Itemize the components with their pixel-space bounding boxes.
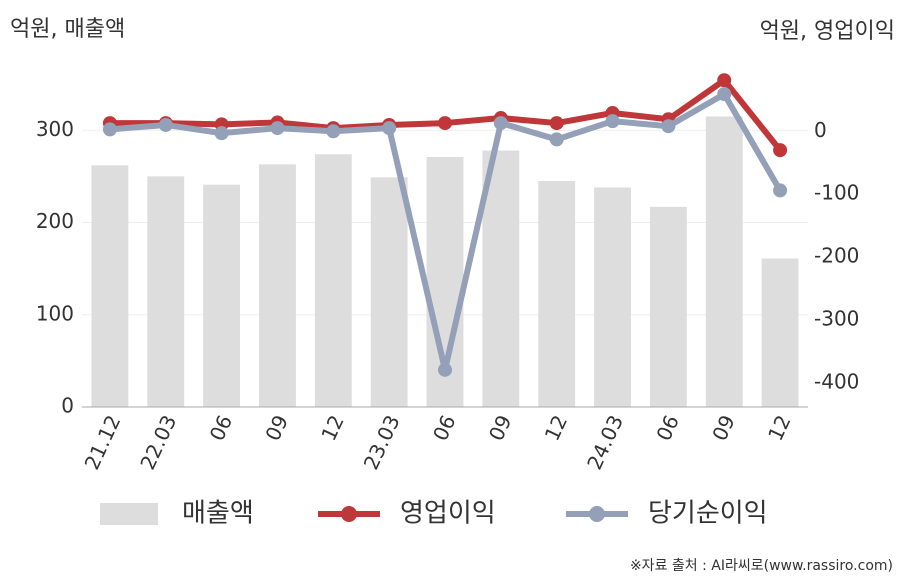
legend-marker: [341, 506, 357, 522]
bar: [482, 150, 520, 407]
y-tick-label: 300: [36, 117, 74, 141]
bar: [538, 180, 576, 407]
point: [438, 116, 452, 131]
point: [773, 143, 788, 158]
y2-axis-label: 억원, 영업이익: [760, 19, 895, 44]
point: [270, 121, 285, 136]
line-series: [109, 77, 783, 153]
y-tick-label: 0: [61, 394, 74, 418]
point: [326, 124, 341, 139]
bar: [649, 206, 687, 407]
bar: [314, 154, 352, 407]
point: [717, 73, 732, 88]
bar: [370, 177, 408, 407]
bar: [203, 184, 241, 407]
point: [158, 117, 173, 132]
y2-tick-label: 0: [814, 118, 827, 142]
bar: [91, 165, 129, 407]
point: [382, 121, 397, 136]
point: [493, 116, 508, 131]
point: [773, 183, 788, 198]
bar: [761, 258, 799, 407]
legend-swatch: [100, 503, 158, 525]
legend-label: 당기순이익: [648, 499, 768, 529]
y2-tick-label: -200: [814, 244, 859, 268]
legend-marker: [589, 506, 605, 522]
x-tick-label: 09: [484, 411, 517, 444]
x-tick-label: 09: [707, 411, 740, 444]
point: [102, 122, 117, 137]
x-tick-label: 24.03: [582, 411, 628, 473]
x-tick-label: 21.12: [79, 411, 125, 473]
y-tick-label: 200: [36, 209, 74, 233]
x-tick-label: 12: [316, 411, 349, 444]
legend-label: 매출액: [182, 499, 254, 529]
x-tick-label: 22.03: [135, 411, 181, 473]
legend-label: 영업이익: [400, 499, 496, 529]
x-tick-label: 09: [260, 411, 293, 444]
point: [605, 114, 620, 129]
source-note: ※자료 출처 : AI라씨로(www.rassiro.com): [630, 558, 893, 574]
point: [717, 87, 732, 102]
x-tick-label: 23.03: [359, 411, 405, 473]
y2-tick-label: -100: [814, 181, 859, 205]
x-tick-label: 06: [428, 411, 461, 444]
y2-tick-label: -400: [814, 370, 859, 394]
bar: [147, 176, 185, 407]
point: [661, 119, 676, 134]
bar: [705, 116, 743, 407]
y2-tick-label: -300: [814, 307, 859, 331]
point: [549, 132, 564, 147]
bar: [594, 187, 631, 407]
y-axis-label: 억원, 매출액: [10, 17, 125, 42]
x-tick-label: 12: [763, 411, 796, 444]
x-tick-label: 12: [540, 411, 573, 444]
point: [214, 126, 229, 141]
x-tick-label: 06: [205, 411, 238, 444]
bar: [259, 164, 296, 407]
point: [438, 362, 452, 377]
point: [549, 116, 564, 131]
y-tick-label: 100: [36, 301, 74, 325]
x-tick-label: 06: [651, 411, 684, 444]
